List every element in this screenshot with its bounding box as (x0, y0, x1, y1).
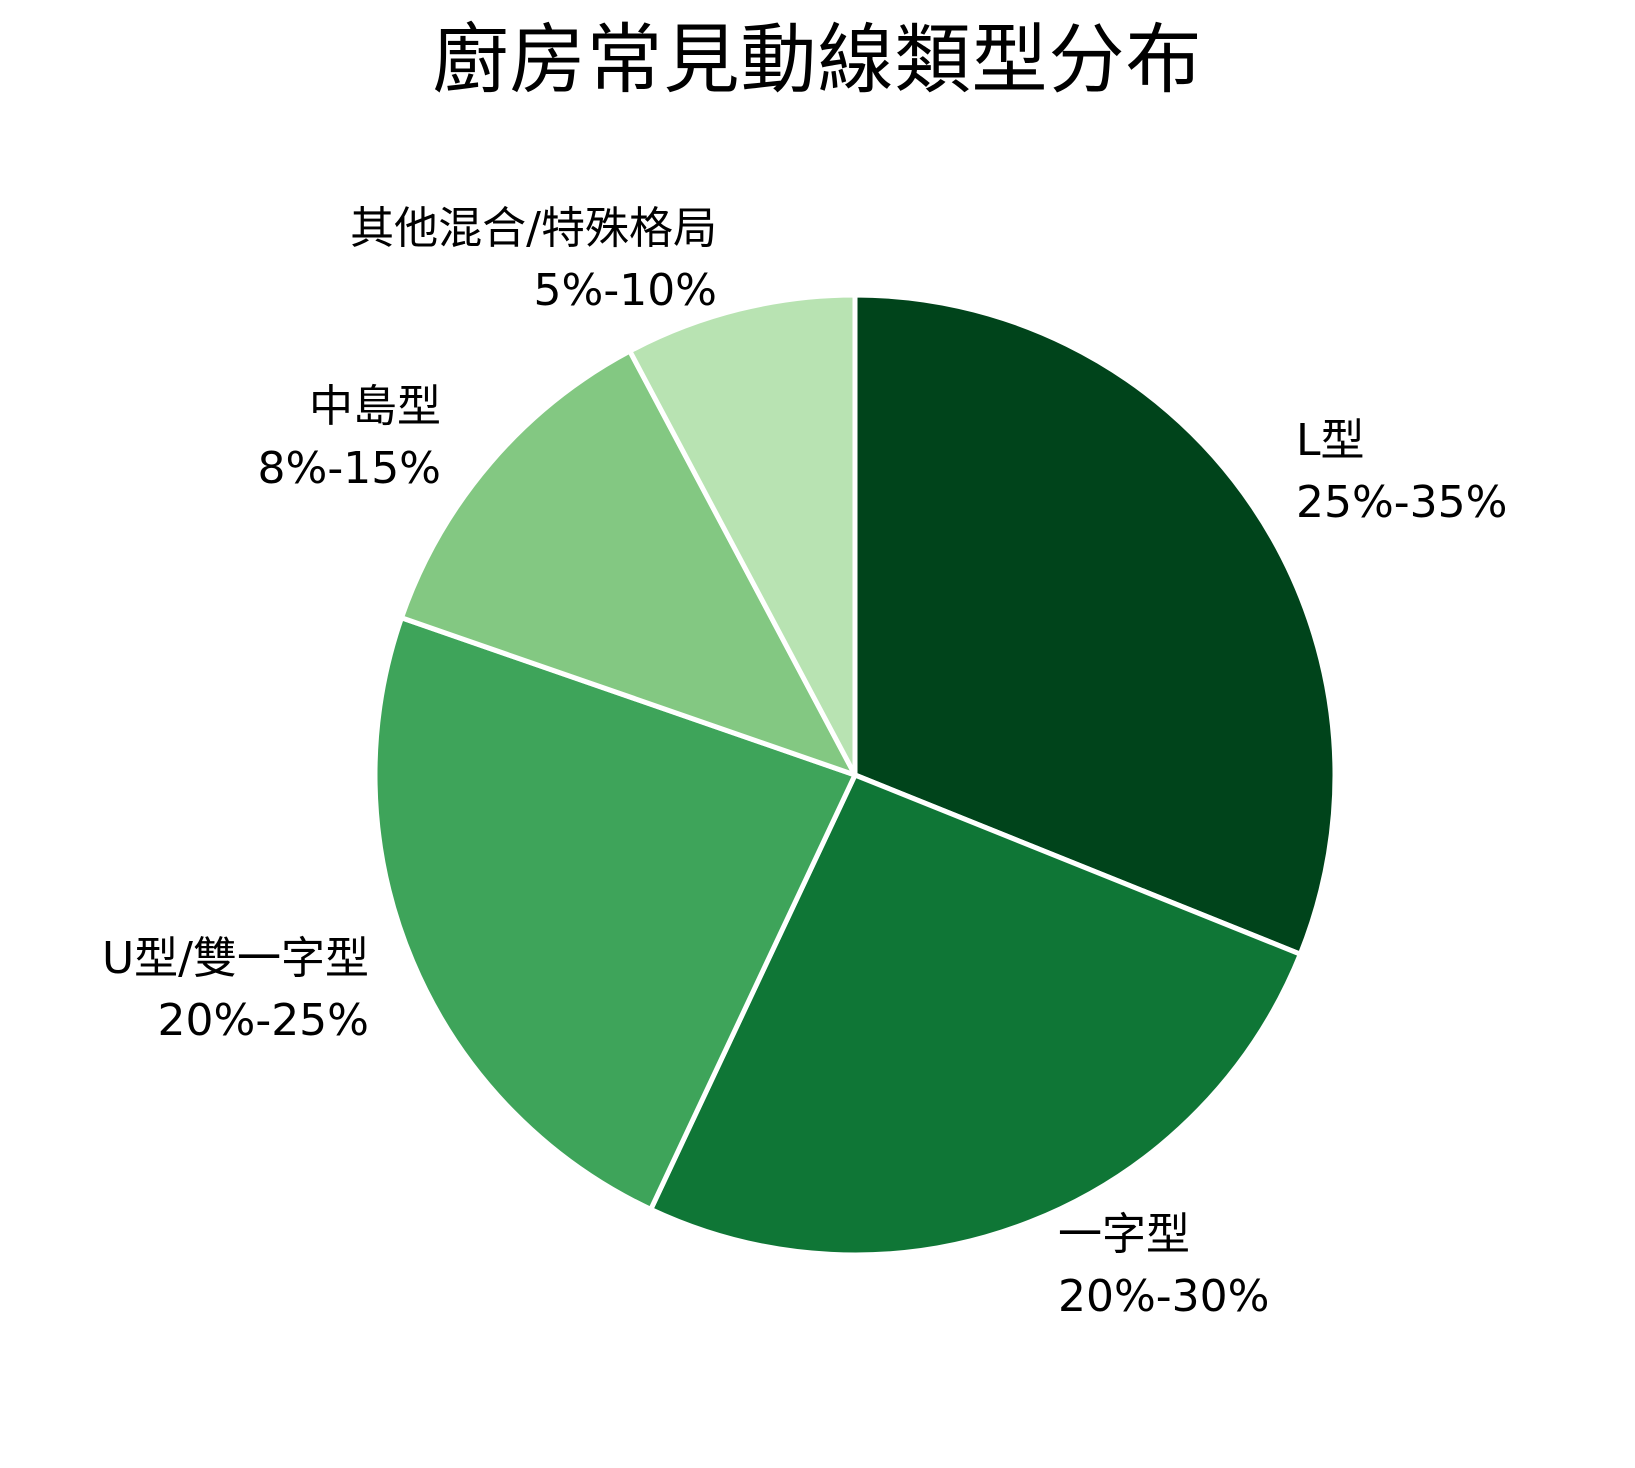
slice-label-other: 其他混合/特殊格局 5%-10% (350, 198, 717, 322)
pie-slice (627, 292, 858, 778)
chart-title: 廚房常見動線類型分布 (432, 15, 1203, 104)
slice-label-island: 中島型 8%-15% (258, 376, 441, 500)
slice-label-single-line: 一字型 20%-30% (1058, 1204, 1269, 1328)
slice-label-range: 5%-10% (533, 265, 717, 316)
slice-label-u-shape: U型/雙一字型 20%-25% (102, 928, 369, 1052)
pie-slice (372, 615, 858, 1212)
pie-slice (398, 348, 858, 778)
slice-label-l-shape: L型 25%-35% (1296, 410, 1507, 534)
slice-label-name: L型 (1296, 415, 1365, 466)
pie-slice (648, 772, 1303, 1258)
slice-label-name: 其他混合/特殊格局 (350, 203, 717, 254)
slice-label-name: U型/雙一字型 (101, 933, 369, 984)
slice-label-range: 8%-15% (257, 443, 441, 494)
slice-label-name: 一字型 (1058, 1209, 1190, 1260)
slice-label-range: 25%-35% (1296, 477, 1508, 528)
slice-label-range: 20%-30% (1058, 1271, 1270, 1322)
slice-label-name: 中島型 (309, 381, 441, 432)
pie-slice (852, 292, 1338, 957)
slice-label-range: 20%-25% (157, 995, 369, 1046)
